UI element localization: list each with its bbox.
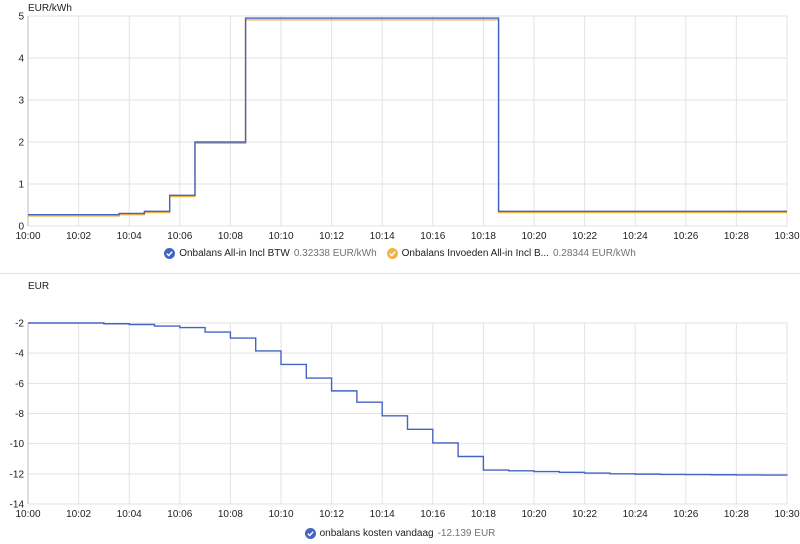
- y-tick-label: -2: [15, 319, 24, 330]
- x-tick-label: 10:14: [370, 509, 395, 520]
- section-divider: [0, 273, 800, 274]
- legend-item-invoeden[interactable]: Onbalans Invoeden All-in Incl B... 0.283…: [386, 248, 636, 259]
- x-tick-label: 10:04: [117, 231, 142, 242]
- x-tick-label: 10:12: [319, 509, 344, 520]
- x-tick-label: 10:22: [572, 231, 597, 242]
- x-tick-label: 10:30: [774, 509, 799, 520]
- x-tick-label: 10:14: [370, 231, 395, 242]
- x-tick-label: 10:20: [521, 231, 546, 242]
- legend-item-kosten[interactable]: onbalans kosten vandaag -12.139 EUR: [304, 528, 496, 539]
- x-tick-label: 10:08: [218, 509, 243, 520]
- y-tick-label: 3: [18, 96, 24, 107]
- y-tick-label: -10: [10, 439, 25, 450]
- x-tick-label: 10:00: [15, 509, 40, 520]
- check-circle-icon: [164, 248, 176, 259]
- y-tick-label: 1: [18, 180, 24, 191]
- y-tick-label: 4: [18, 54, 24, 65]
- x-tick-label: 10:10: [268, 509, 293, 520]
- x-tick-label: 10:16: [420, 509, 445, 520]
- y-axis-label: EUR/kWh: [28, 3, 72, 14]
- x-tick-label: 10:22: [572, 509, 597, 520]
- series-line: [28, 322, 788, 476]
- x-tick-label: 10:08: [218, 231, 243, 242]
- legend-value: -12.139 EUR: [437, 528, 496, 539]
- legend-value: 0.32338 EUR/kWh: [293, 248, 377, 259]
- x-tick-label: 10:02: [66, 231, 91, 242]
- x-tick-label: 10:24: [623, 231, 648, 242]
- x-tick-label: 10:26: [673, 509, 698, 520]
- legend-value: 0.28344 EUR/kWh: [552, 248, 636, 259]
- x-tick-label: 10:00: [15, 231, 40, 242]
- cost-chart-legend: onbalans kosten vandaag -12.139 EUR: [0, 528, 800, 539]
- check-circle-icon: [304, 528, 316, 539]
- series-line: [28, 17, 787, 216]
- check-circle-icon: [386, 248, 398, 259]
- x-tick-label: 10:02: [66, 509, 91, 520]
- y-tick-label: 2: [18, 138, 24, 149]
- x-tick-label: 10:24: [623, 509, 648, 520]
- x-tick-label: 10:06: [167, 231, 192, 242]
- y-tick-label: 5: [18, 12, 24, 23]
- y-axis-label: EUR: [28, 281, 49, 292]
- y-tick-label: -4: [15, 349, 24, 360]
- y-tick-label: -14: [10, 500, 25, 511]
- x-tick-label: 10:26: [673, 231, 698, 242]
- series-line: [28, 19, 787, 217]
- x-tick-label: 10:20: [521, 509, 546, 520]
- x-tick-label: 10:12: [319, 231, 344, 242]
- price-chart: EUR/kWh 0 1 2 3 4 5 10:00 10:02 10:04 10:06 10:08 1…: [15, 3, 799, 242]
- x-tick-label: 10:28: [724, 509, 749, 520]
- y-tick-label: -6: [15, 379, 24, 390]
- y-tick-label: 0: [18, 222, 24, 233]
- legend-label: Onbalans All-in Incl BTW: [179, 248, 290, 259]
- x-tick-label: 10:28: [724, 231, 749, 242]
- legend-label: onbalans kosten vandaag: [319, 528, 434, 539]
- x-tick-label: 10:04: [117, 509, 142, 520]
- y-tick-label: -12: [10, 469, 25, 480]
- x-tick-label: 10:18: [471, 231, 496, 242]
- price-chart-legend: Onbalans All-in Incl BTW 0.32338 EUR/kWh…: [0, 248, 800, 259]
- legend-item-all-in[interactable]: Onbalans All-in Incl BTW 0.32338 EUR/kWh: [164, 248, 377, 259]
- legend-label: Onbalans Invoeden All-in Incl B...: [401, 248, 549, 259]
- x-tick-label: 10:16: [420, 231, 445, 242]
- x-tick-label: 10:30: [774, 231, 799, 242]
- x-tick-label: 10:10: [268, 231, 293, 242]
- x-tick-label: 10:06: [167, 509, 192, 520]
- y-tick-label: -8: [15, 409, 24, 420]
- x-tick-label: 10:18: [471, 509, 496, 520]
